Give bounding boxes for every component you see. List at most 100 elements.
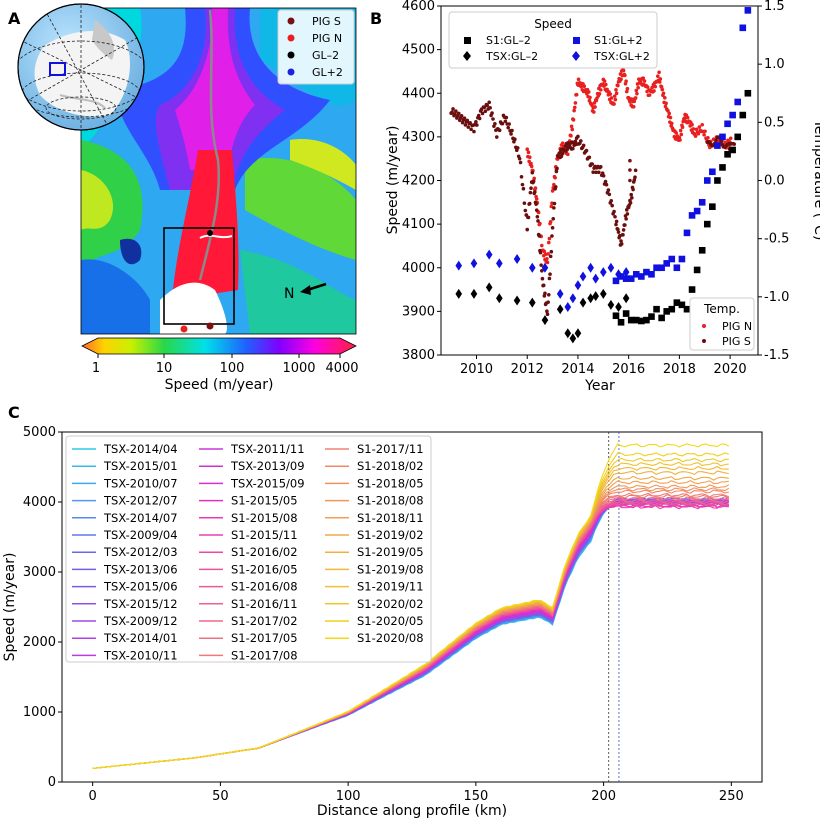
temp-point [616,230,621,234]
temp-point [584,148,589,153]
speed-point [663,260,671,267]
temp-point [597,170,601,175]
panel-b-y2tick-label: 1.0 [764,57,785,72]
temp-point [488,106,492,110]
temp-point [503,119,508,124]
temp-point [509,132,513,136]
speed-point [683,305,691,313]
speed-point [556,288,564,299]
speed-point [574,328,582,339]
panel-b-ytick-label: 3800 [402,348,435,363]
speed-point [600,288,607,299]
temp-point [656,74,660,79]
temp-point [634,88,639,93]
temp-point [526,150,531,155]
speed-point [496,293,503,304]
speed-point [703,177,711,184]
panel-b-y2tick-label: 0.5 [764,115,785,130]
temp-point [540,268,544,273]
temp-point [569,134,573,138]
legend-item-label: S1-2019/02 [357,528,424,542]
temp-point [690,122,694,127]
temp-point [533,186,538,190]
gl-minus-2-marker [207,230,213,236]
temp-point [604,182,609,187]
temp-point [547,236,552,241]
legend-item-label: TSX-2014/07 [103,511,178,525]
legend-item-label: S1-2020/08 [357,631,424,645]
temp-point [560,141,565,145]
panel-b-ytick-label: 3900 [402,304,435,319]
inset-box [163,227,235,325]
speed-point [663,308,671,315]
panel-label-a: A [8,9,21,28]
temp-point [612,94,617,98]
map-legend-item: GL–2 [312,49,339,62]
legend-item-label: TSX-2014/01 [103,631,178,645]
speed-point [485,282,493,293]
map-legend-item: PIG S [312,15,341,28]
temp-point [545,312,550,317]
panel-b-xtick-label: 2018 [663,362,696,377]
temp-point [528,190,533,195]
panel-c-xtick-label: 150 [463,789,488,804]
temp-point [546,292,551,297]
temp-point [576,77,581,82]
temp-point [631,187,635,192]
legend-item-label: TSX-2009/12 [103,614,178,628]
temp-point [629,192,633,197]
temp-point [500,121,505,126]
temp-point [624,79,628,83]
temp-point [531,179,536,184]
panel-b-ytick-label: 4500 [402,43,435,58]
speed-point [688,286,696,293]
temp-point [619,239,623,243]
speed-point [643,268,650,276]
panel-c-ytick-label: 2000 [23,635,56,650]
temp-point [590,162,595,166]
speed-legend: Speed S1:GL–2 TSX:GL–2 S1:GL+2 TSX:GL+2 [448,11,658,69]
temp-point [526,215,531,220]
temp-point [491,117,495,121]
temp-point [582,84,587,88]
temp-point [480,111,485,116]
temp-point [548,272,552,276]
temp-point [476,113,481,118]
legend-item-label: TSX-2014/04 [103,442,178,456]
temp-point [538,250,543,255]
speed-point [734,98,742,106]
speed-point [569,333,577,344]
speed-legend-title: Speed [534,17,572,31]
speed-point [496,258,503,269]
temp-point [591,170,595,174]
panel-label-b: B [370,9,382,28]
temp-point [664,101,668,106]
temp-point [534,202,538,206]
legend-item-label: TSX-2010/07 [103,476,178,490]
panel-b-ylabel: Speed (m/year) [385,126,401,235]
legend-item-label: TSX-2015/09 [230,476,305,490]
temp-point [614,222,618,227]
speed-point [653,264,660,272]
speed-point [673,264,681,272]
temp-point [616,83,620,88]
colorbar-tick: 100 [220,361,245,376]
temp-point [693,134,698,138]
legend-item-label: TSX-2009/04 [103,528,178,542]
temp-point [555,166,559,171]
temp-point [621,233,625,237]
temp-point [606,188,611,192]
temp-point [527,155,532,160]
temp-point [660,87,665,92]
legend-item-label: TSX-2010/11 [103,648,178,662]
panel-b-xlabel: Year [584,378,615,394]
temp-point [579,84,583,89]
temp-point [619,77,623,82]
temp-point [588,95,592,100]
temp-point [507,122,511,126]
legend-item-label: TSX-2015/01 [103,459,178,473]
speed-point [455,288,463,299]
temp-point [572,108,576,113]
speed-point [615,302,622,313]
speed-point [653,305,660,313]
